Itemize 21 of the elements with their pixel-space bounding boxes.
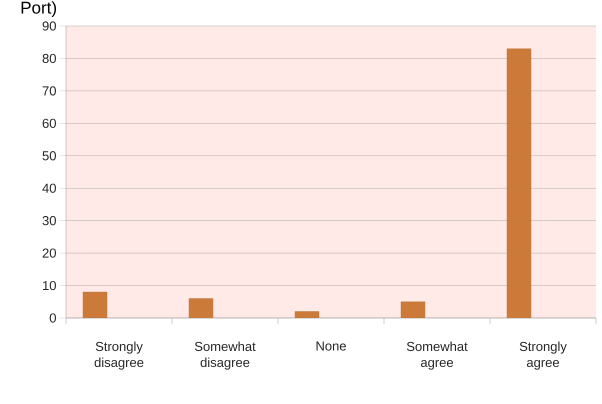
x-tick-label: Strongly disagree (94, 342, 144, 370)
x-tick-label: Somewhat agree (406, 342, 468, 370)
bar (82, 292, 108, 318)
bar (294, 311, 320, 318)
y-tick-label: 20 (42, 248, 56, 258)
y-tick-label: 80 (42, 54, 56, 64)
y-tick-label: 10 (43, 280, 56, 290)
bar (400, 302, 426, 318)
y-tick-label: 70 (42, 86, 56, 96)
chart-title: Port) (22, 1, 56, 18)
x-tick-label: Strongly agree (520, 342, 567, 370)
y-tick-label: 50 (42, 151, 56, 160)
bar (188, 298, 214, 318)
y-tick-label: 0 (50, 313, 56, 323)
y-tick-label: 60 (42, 118, 56, 128)
y-tick-label: 90 (42, 21, 56, 31)
x-tick-label: Somewhat disagree (194, 342, 256, 370)
bar (506, 48, 532, 318)
y-tick-label: 40 (42, 184, 56, 193)
x-tick-label: None (316, 342, 346, 351)
y-tick-label: 30 (42, 216, 56, 226)
